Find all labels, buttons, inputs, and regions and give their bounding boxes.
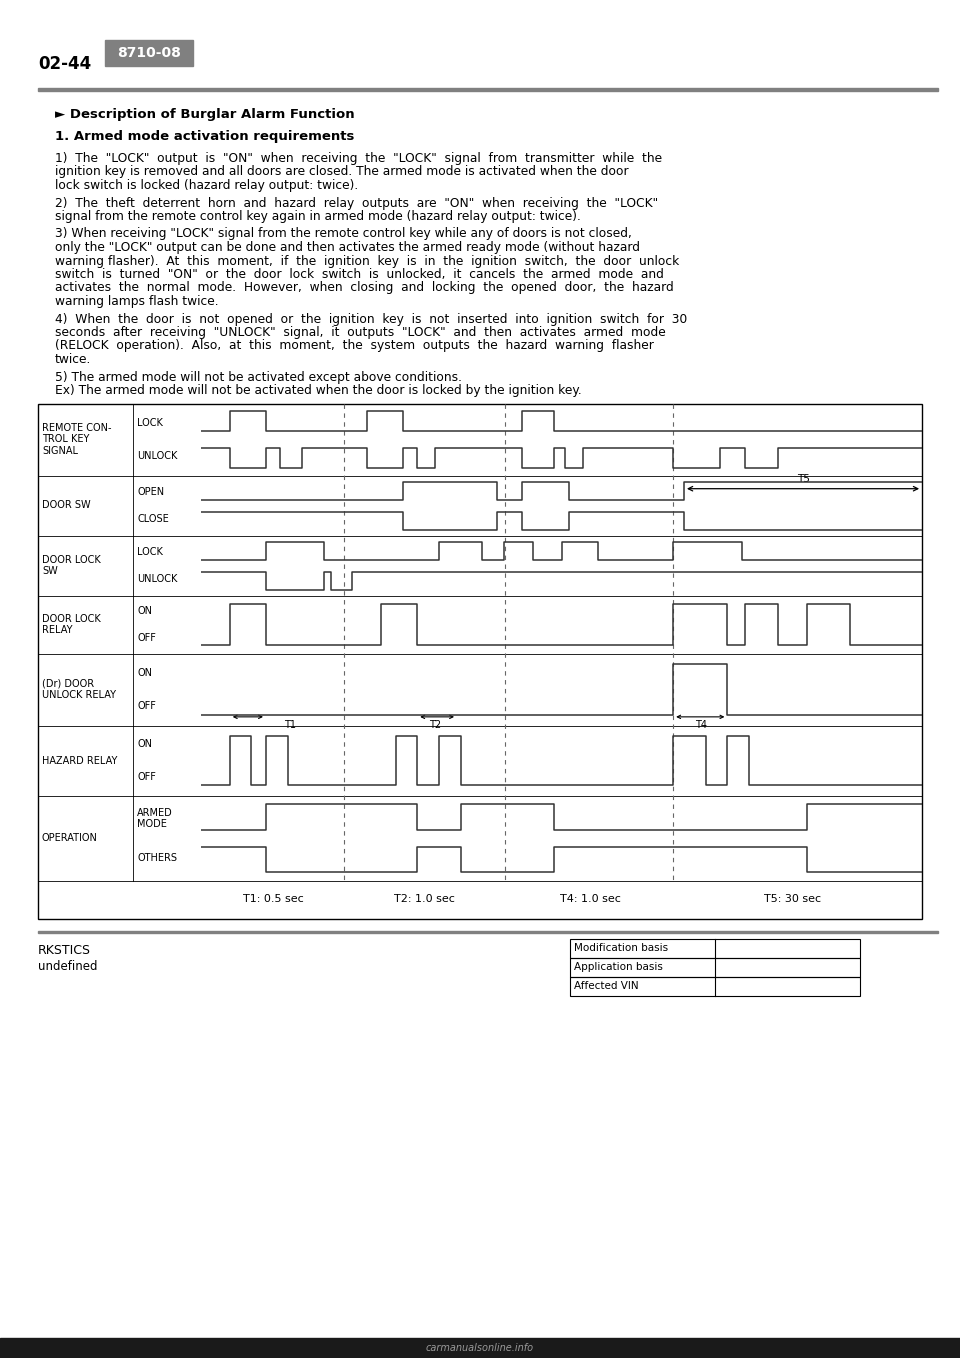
Bar (0, 1338, 960, 1358)
Text: 4)  When  the  door  is  not  opened  or  the  ignition  key  is  not  inserted : 4) When the door is not opened or the ig… (55, 312, 687, 326)
Text: warning flasher).  At  this  moment,  if  the  ignition  key  is  in  the  ignit: warning flasher). At this moment, if the… (55, 254, 680, 268)
Text: DOOR LOCK
RELAY: DOOR LOCK RELAY (42, 614, 101, 636)
Bar (105, 39, 193, 67)
Bar (570, 957, 860, 976)
Text: 2)  The  theft  deterrent  horn  and  hazard  relay  outputs  are  "ON"  when  r: 2) The theft deterrent horn and hazard r… (55, 197, 659, 209)
Text: LOCK: LOCK (137, 547, 163, 557)
Text: signal from the remote control key again in armed mode (hazard relay output: twi: signal from the remote control key again… (55, 210, 581, 223)
Text: ON: ON (137, 739, 152, 750)
Text: OTHERS: OTHERS (137, 853, 177, 862)
Text: switch  is  turned  "ON"  or  the  door  lock  switch  is  unlocked,  it  cancel: switch is turned "ON" or the door lock s… (55, 268, 664, 281)
Text: T1: T1 (284, 720, 296, 729)
Text: RKSTICS: RKSTICS (38, 945, 91, 957)
Text: 3) When receiving "LOCK" signal from the remote control key while any of doors i: 3) When receiving "LOCK" signal from the… (55, 228, 632, 240)
Text: REMOTE CON-
TROL KEY
SIGNAL: REMOTE CON- TROL KEY SIGNAL (42, 422, 111, 456)
Bar (38, 88, 938, 91)
Bar (570, 976, 860, 995)
Text: UNLOCK: UNLOCK (137, 574, 178, 584)
Text: ignition key is removed and all doors are closed. The armed mode is activated wh: ignition key is removed and all doors ar… (55, 166, 629, 178)
Text: OFF: OFF (137, 633, 156, 642)
Bar (38, 930, 938, 933)
Text: 8710-08: 8710-08 (117, 46, 180, 60)
Text: warning lamps flash twice.: warning lamps flash twice. (55, 295, 219, 308)
Text: 02-44: 02-44 (38, 56, 91, 73)
Text: T4: 1.0 sec: T4: 1.0 sec (560, 895, 621, 904)
Text: seconds  after  receiving  "UNLOCK"  signal,  it  outputs  "LOCK"  and  then  ac: seconds after receiving "UNLOCK" signal,… (55, 326, 665, 340)
Text: Modification basis: Modification basis (574, 942, 668, 953)
Text: 1)  The  "LOCK"  output  is  "ON"  when  receiving  the  "LOCK"  signal  from  t: 1) The "LOCK" output is "ON" when receiv… (55, 152, 662, 166)
Bar (38, 403, 922, 918)
Text: 1. Armed mode activation requirements: 1. Armed mode activation requirements (55, 130, 354, 143)
Text: only the "LOCK" output can be done and then activates the armed ready mode (with: only the "LOCK" output can be done and t… (55, 240, 640, 254)
Text: CLOSE: CLOSE (137, 515, 169, 524)
Text: T2: T2 (429, 720, 442, 729)
Text: T5: T5 (797, 474, 809, 483)
Text: Application basis: Application basis (574, 961, 662, 972)
Text: ON: ON (137, 606, 152, 617)
Text: UNLOCK: UNLOCK (137, 451, 178, 462)
Text: T4: T4 (695, 720, 707, 729)
Text: twice.: twice. (55, 353, 91, 367)
Text: ARMED
MODE: ARMED MODE (137, 808, 173, 830)
Text: Affected VIN: Affected VIN (574, 980, 638, 991)
Text: OFF: OFF (137, 701, 156, 712)
Bar (570, 938, 860, 957)
Text: undefined: undefined (38, 960, 98, 974)
Text: T2: 1.0 sec: T2: 1.0 sec (394, 895, 455, 904)
Text: HAZARD RELAY: HAZARD RELAY (42, 755, 117, 766)
Text: OFF: OFF (137, 771, 156, 782)
Text: (RELOCK  operation).  Also,  at  this  moment,  the  system  outputs  the  hazar: (RELOCK operation). Also, at this moment… (55, 340, 654, 353)
Text: lock switch is locked (hazard relay output: twice).: lock switch is locked (hazard relay outp… (55, 179, 358, 191)
Text: carmanualsonline.info: carmanualsonline.info (426, 1343, 534, 1353)
Text: T1: 0.5 sec: T1: 0.5 sec (243, 895, 303, 904)
Text: OPERATION: OPERATION (42, 832, 98, 843)
Text: DOOR LOCK
SW: DOOR LOCK SW (42, 554, 101, 576)
Text: T5: 30 sec: T5: 30 sec (763, 895, 821, 904)
Text: Ex) The armed mode will not be activated when the door is locked by the ignition: Ex) The armed mode will not be activated… (55, 384, 582, 397)
Text: 5) The armed mode will not be activated except above conditions.: 5) The armed mode will not be activated … (55, 371, 462, 383)
Text: OPEN: OPEN (137, 486, 164, 497)
Text: DOOR SW: DOOR SW (42, 501, 90, 511)
Text: ON: ON (137, 668, 152, 678)
Text: LOCK: LOCK (137, 418, 163, 428)
Text: (Dr) DOOR
UNLOCK RELAY: (Dr) DOOR UNLOCK RELAY (42, 679, 116, 701)
Text: ► Description of Burglar Alarm Function: ► Description of Burglar Alarm Function (55, 109, 354, 121)
Text: activates  the  normal  mode.  However,  when  closing  and  locking  the  opene: activates the normal mode. However, when… (55, 281, 674, 295)
